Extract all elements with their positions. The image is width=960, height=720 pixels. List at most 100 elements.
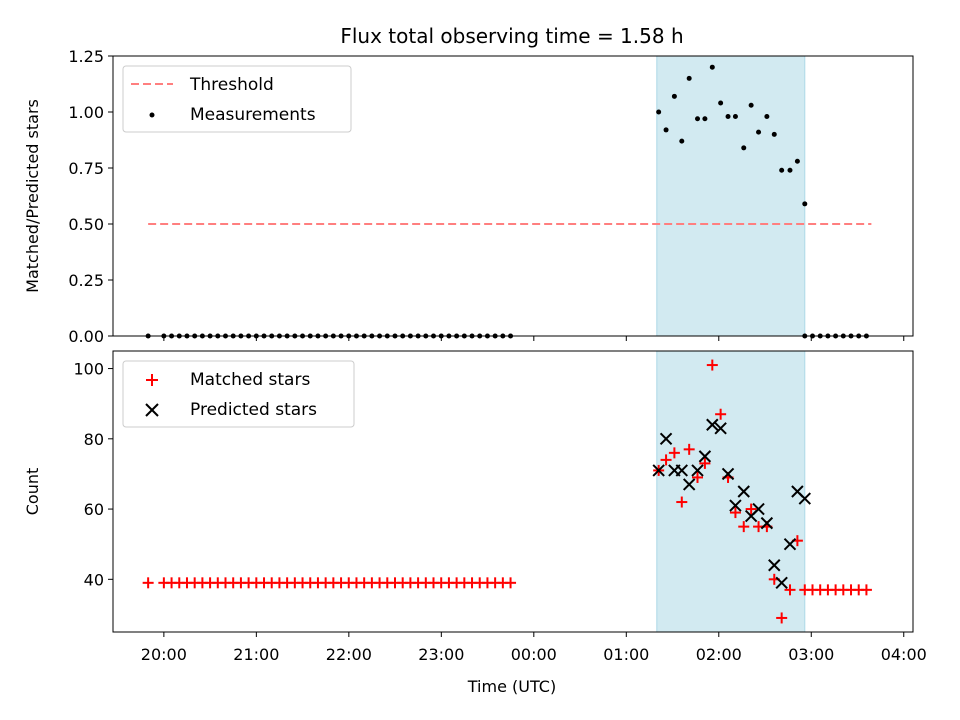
legend-measurements-swatch (149, 112, 155, 118)
predicted-star-point (768, 559, 781, 572)
matched-star-point (699, 457, 711, 469)
top-axes-frame (112, 55, 914, 337)
top-y-ticks: 0.00 0.25 0.50 0.75 1.00 1.25 (68, 47, 113, 346)
predicted-star-point (691, 464, 704, 477)
legend-matched-swatch (146, 374, 158, 386)
matched-star-point (660, 454, 672, 466)
x-tick-label: 20:00 (141, 645, 187, 664)
predicted-star-point (752, 502, 765, 516)
matched-star-point (505, 577, 517, 589)
measurement-point (732, 113, 738, 119)
top-panel: 0.00 0.25 0.50 0.75 1.00 1.25 Matched/Predict… (23, 47, 914, 346)
predicted-star-point (659, 432, 673, 446)
top-x-ticks (163, 336, 905, 341)
measurement-point (671, 93, 677, 99)
bottom-y-axis-label: Count (23, 468, 42, 516)
matched-star-point (784, 584, 796, 596)
legend-matched-label: Matched stars (190, 370, 310, 390)
predicted-star-point (652, 464, 665, 477)
measurement-point (756, 129, 762, 135)
x-tick-label: 23:00 (418, 645, 464, 664)
matched-star-point (692, 471, 704, 483)
predicted-star-point (675, 464, 688, 477)
measurement-point (748, 102, 754, 108)
x-tick-label: 22:00 (326, 645, 372, 664)
top-legend-box (122, 65, 352, 133)
bottom-x-ticks: 20:00 21:00 22:00 23:00 00:00 01:00 02:00 03:00… (141, 632, 927, 664)
legend-measurements-label: Measurements (190, 105, 316, 125)
measurement-point (663, 127, 669, 133)
bottom-legend-box (122, 360, 355, 428)
bottom-y-ticks: 40 60 80 100 (73, 360, 113, 589)
measurement-point (794, 158, 800, 164)
predicted-star-point (721, 467, 735, 481)
measurement-point (741, 145, 747, 151)
x-tick-label: 00:00 (511, 645, 557, 664)
bottom-axes-frame (112, 350, 914, 633)
measurement-point (787, 167, 793, 173)
y-tick-label: 0.00 (68, 327, 104, 346)
x-axis-label: Time (UTC) (467, 677, 556, 696)
matched-star-point (729, 507, 741, 519)
top-y-axis-label: Matched/Predicted stars (23, 99, 42, 293)
x-tick-label: 03:00 (788, 645, 834, 664)
matched-star-point (745, 503, 757, 515)
measurement-point (656, 109, 662, 115)
matched-star-point (860, 584, 872, 596)
y-tick-label: 100 (73, 360, 104, 379)
y-tick-label: 1.25 (68, 47, 104, 66)
predicted-star-point (760, 516, 774, 530)
measurement-point (709, 64, 715, 70)
matched-star-point (683, 443, 695, 455)
measurement-point (718, 100, 724, 106)
top-observing-window (656, 55, 806, 337)
predicted-star-point (798, 492, 811, 505)
predicted-star-point (714, 422, 727, 435)
measurement-point (779, 167, 785, 173)
predicted-star-point (737, 485, 750, 498)
predicted-star-point (682, 478, 696, 491)
bottom-marks (142, 359, 872, 624)
legend-predicted-swatch (145, 403, 159, 417)
measurement-point (725, 113, 731, 119)
measurement-point (802, 201, 808, 207)
y-tick-label: 0.25 (68, 271, 104, 290)
y-tick-label: 60 (84, 500, 104, 519)
bottom-panel: 40 60 80 100 20:00 21:00 22:00 23:00 00:00 01:00… (23, 350, 927, 664)
y-tick-label: 40 (84, 570, 104, 589)
bottom-observing-window (656, 350, 806, 633)
legend-predicted-label: Predicted stars (190, 400, 317, 420)
predicted-star-point (698, 450, 712, 463)
x-tick-label: 01:00 (603, 645, 649, 664)
x-tick-label: 02:00 (696, 645, 742, 664)
matched-star-point (776, 612, 788, 624)
matched-star-point (142, 577, 154, 589)
predicted-star-point (729, 499, 742, 512)
measurement-point (686, 75, 692, 81)
y-tick-label: 0.75 (68, 159, 104, 178)
x-tick-label: 21:00 (233, 645, 279, 664)
measurement-point (679, 138, 685, 144)
matched-star-point (715, 408, 727, 420)
matched-star-point (676, 496, 688, 508)
measurement-point (695, 116, 701, 122)
top-legend: Threshold Measurements (122, 65, 352, 133)
predicted-star-point (706, 418, 719, 431)
bottom-legend: Matched stars Predicted stars (122, 360, 355, 428)
predicted-star-point (775, 576, 788, 590)
matched-star-point (706, 359, 718, 371)
chart-title: Flux total observing time = 1.58 h (340, 24, 683, 48)
y-tick-label: 1.00 (68, 103, 104, 122)
x-tick-label: 04:00 (881, 645, 927, 664)
measurement-point (771, 131, 777, 137)
matched-star-point (738, 521, 750, 533)
measurement-point (702, 116, 708, 122)
y-tick-label: 0.50 (68, 215, 104, 234)
top-marks (145, 64, 872, 339)
matched-star-point (668, 447, 680, 459)
measurement-point (764, 113, 770, 119)
y-tick-label: 80 (84, 430, 104, 449)
predicted-star-point (783, 537, 797, 551)
legend-threshold-label: Threshold (189, 75, 274, 95)
